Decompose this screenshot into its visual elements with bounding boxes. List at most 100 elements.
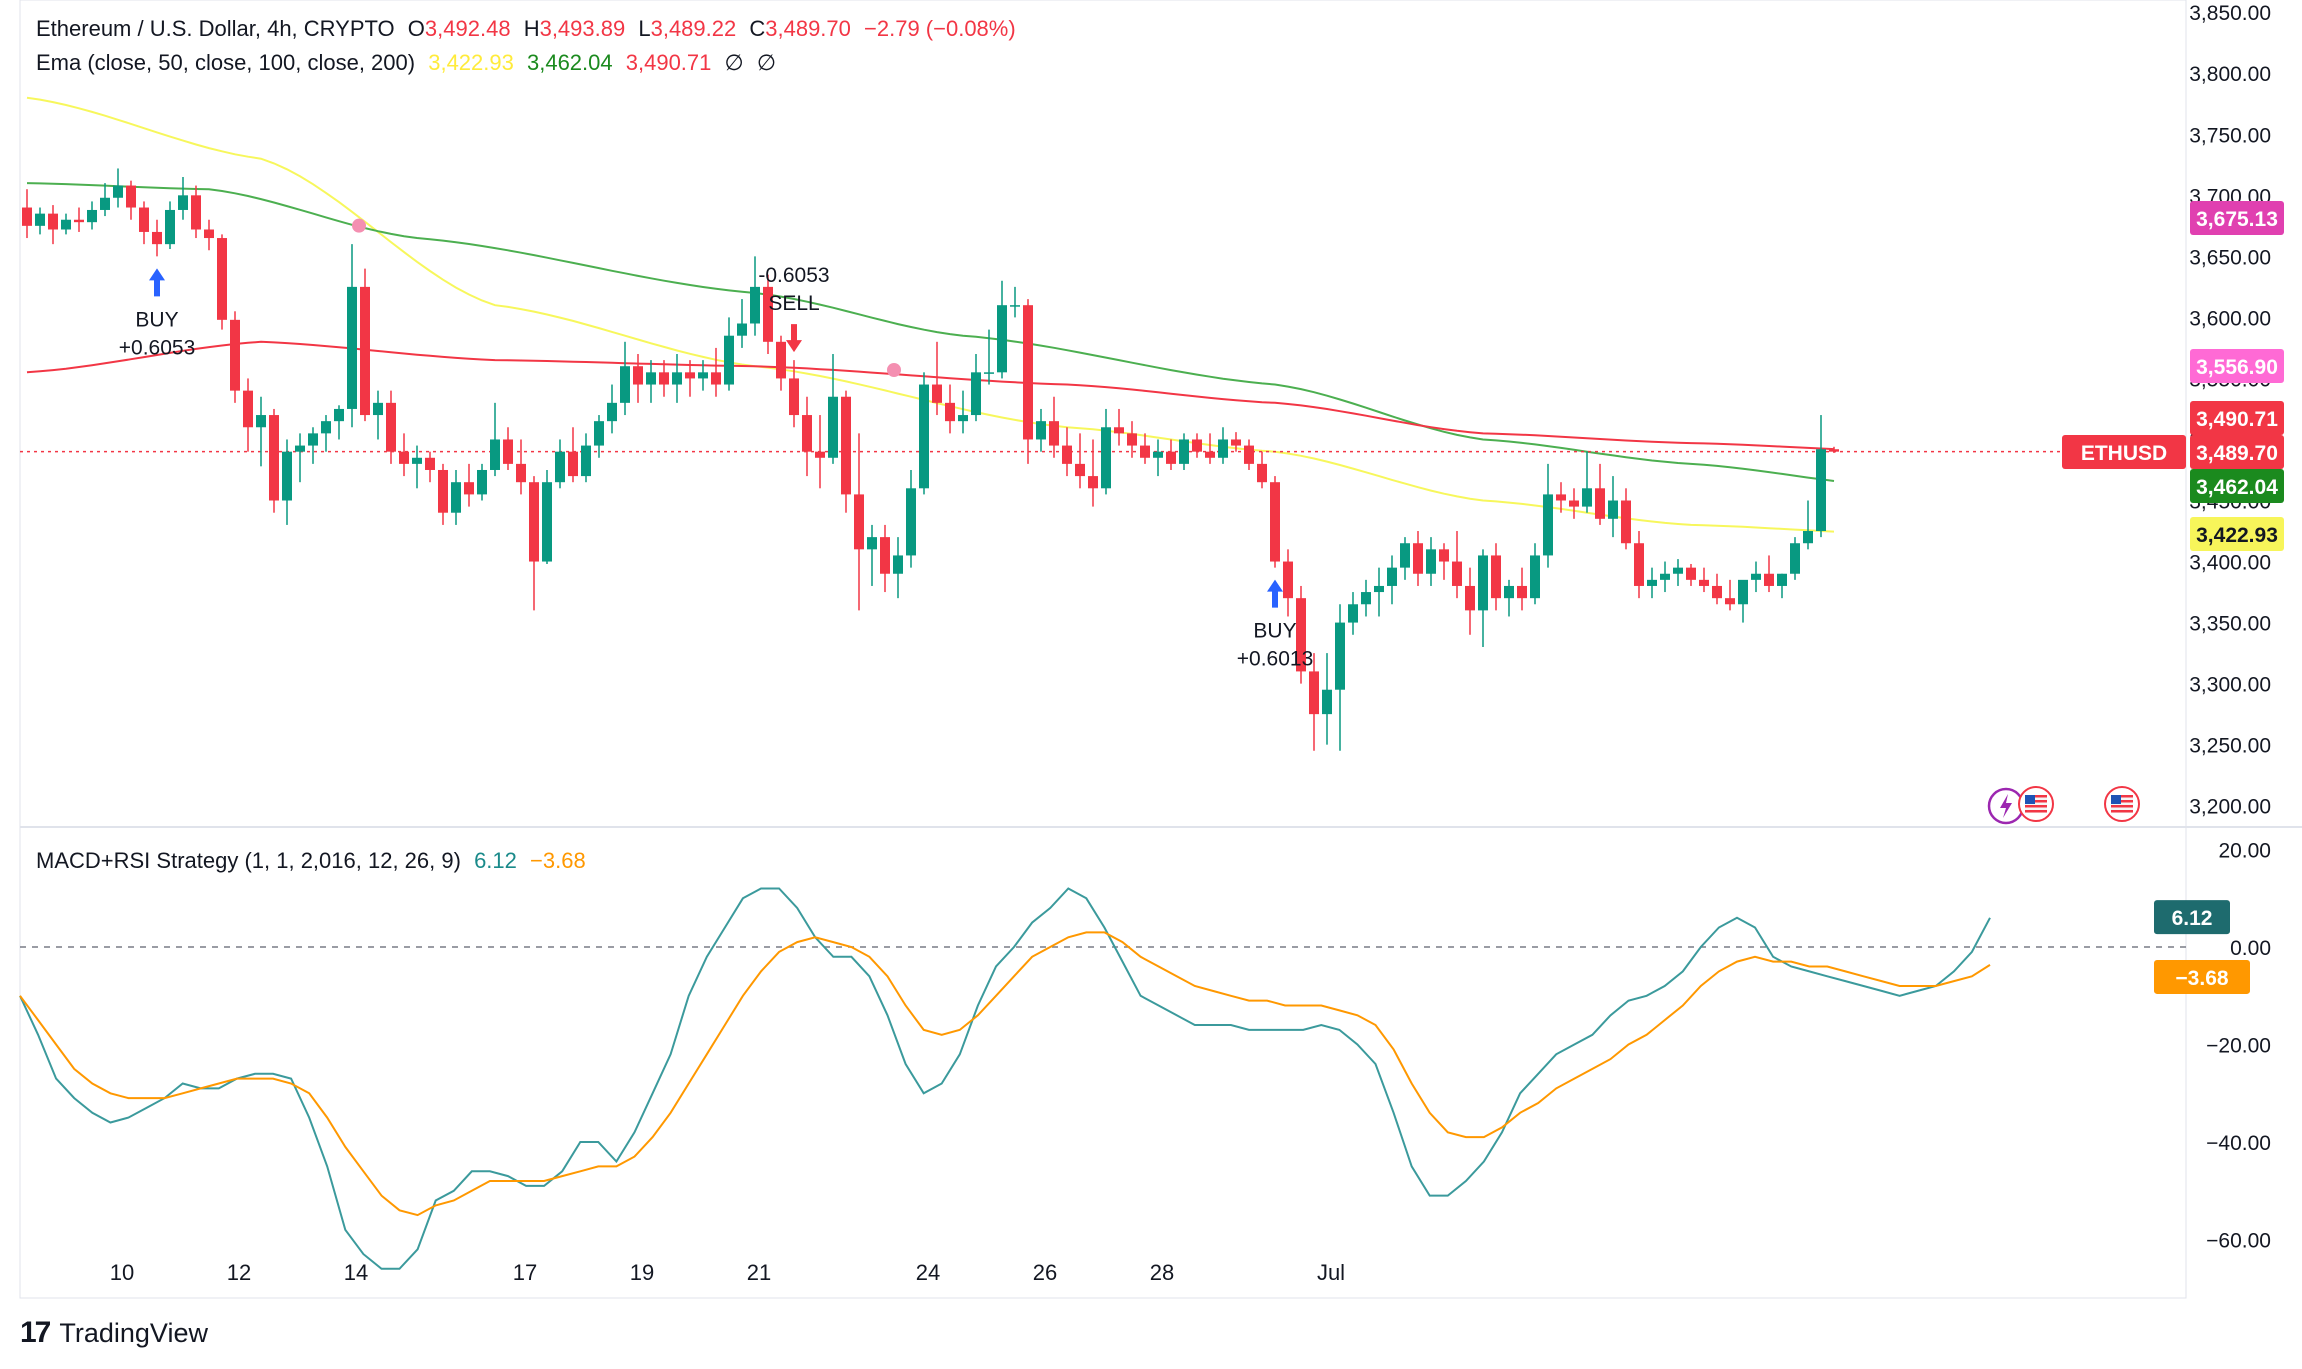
- candle-down: [1062, 445, 1072, 464]
- time-tick-label: 12: [227, 1260, 251, 1285]
- candle-up: [997, 305, 1007, 373]
- candle-down: [386, 402, 396, 452]
- candle-down: [152, 231, 162, 245]
- flag-canton: [2025, 795, 2035, 804]
- candle-up: [1751, 573, 1761, 580]
- candle-down: [1517, 585, 1527, 599]
- candle-down: [1257, 463, 1267, 483]
- candle-down: [438, 469, 448, 513]
- price-tag-label: 3,675.13: [2196, 208, 2278, 231]
- tradingview-name: TradingView: [59, 1317, 208, 1348]
- candle-up: [321, 421, 331, 434]
- candle-up: [490, 439, 500, 470]
- candle-down: [243, 390, 253, 428]
- ema-cross-marker: [352, 218, 366, 233]
- candle-down: [503, 439, 513, 464]
- candle-down: [776, 341, 786, 379]
- candle-down: [1166, 451, 1176, 464]
- price-tick-label: 3,400.00: [2189, 552, 2271, 575]
- flag-stripe: [2025, 795, 2047, 798]
- change-value: −2.79 (−0.08%): [864, 16, 1016, 41]
- buy-signal-label: BUY: [135, 308, 178, 331]
- candle-down: [1686, 567, 1696, 580]
- candle-down: [1569, 500, 1579, 507]
- candle-up: [542, 482, 552, 562]
- candle-up: [1647, 579, 1657, 586]
- flag-stripe: [2111, 795, 2133, 798]
- candle-up: [178, 195, 188, 210]
- time-tick-label: 14: [344, 1260, 368, 1285]
- signal-legend-value: −3.68: [530, 848, 586, 873]
- candle-up: [906, 488, 916, 556]
- candle-down: [48, 213, 58, 230]
- candle-up: [295, 445, 305, 452]
- osc-tick-label: −60.00: [2206, 1230, 2271, 1253]
- candle-up: [1218, 439, 1228, 458]
- candle-down: [204, 229, 214, 239]
- candle-down: [399, 451, 409, 464]
- candle-down: [425, 457, 435, 470]
- candle-down: [191, 195, 201, 230]
- ticker-tag: [2062, 435, 2186, 469]
- ticker-tag-label: ETHUSD: [2081, 442, 2167, 465]
- candle-down: [1140, 445, 1150, 458]
- candle-up: [1387, 567, 1397, 586]
- flag-stripe: [2025, 800, 2047, 803]
- candle-down: [217, 238, 227, 320]
- ema-legend[interactable]: Ema (close, 50, close, 100, close, 200) …: [36, 50, 783, 76]
- candle-down: [230, 319, 240, 391]
- macd-legend-value: 6.12: [474, 848, 517, 873]
- candle-down: [1075, 463, 1085, 477]
- candle-up: [477, 469, 487, 495]
- plot-frame: [19, 0, 2187, 1299]
- candle-up: [308, 433, 318, 446]
- candle-down: [1270, 482, 1280, 562]
- candle-down: [1114, 427, 1124, 434]
- candle-down: [1023, 305, 1033, 440]
- candle-down: [22, 207, 32, 226]
- buy-arrow-icon: [149, 268, 165, 297]
- candle-up: [282, 451, 292, 501]
- candle-down: [1192, 439, 1202, 452]
- buy-signal-qty: +0.6053: [119, 336, 196, 359]
- candle-down: [932, 384, 942, 403]
- candle-up: [1426, 549, 1436, 574]
- candle-up: [347, 286, 357, 409]
- candle-up: [737, 323, 747, 336]
- candle-up: [1322, 689, 1332, 715]
- candle-down: [464, 482, 474, 495]
- candle-up: [1335, 622, 1345, 690]
- candle-down: [1699, 579, 1709, 586]
- price-tick-label: 3,850.00: [2189, 2, 2271, 25]
- sell-signal-qty: -0.6053: [758, 264, 829, 287]
- candle-up: [1608, 500, 1618, 519]
- time-tick-label: 19: [630, 1260, 654, 1285]
- ema-empty-1: ∅: [724, 50, 744, 75]
- flag-stripe: [2111, 800, 2133, 803]
- candle-up: [1543, 494, 1553, 556]
- macd-legend[interactable]: MACD+RSI Strategy (1, 1, 2,016, 12, 26, …: [36, 848, 593, 874]
- candle-up: [113, 185, 123, 198]
- signal-tag-label: −3.68: [2175, 967, 2228, 990]
- time-tick-label: 24: [916, 1260, 940, 1285]
- price-tick-label: 3,350.00: [2189, 613, 2271, 636]
- close-label: C: [749, 16, 766, 41]
- macd-legend-label: MACD+RSI Strategy (1, 1, 2,016, 12, 26, …: [36, 848, 461, 873]
- candle-up: [984, 372, 994, 374]
- candle-up: [1673, 567, 1683, 574]
- candle-down: [1712, 585, 1722, 599]
- tradingview-brand[interactable]: 17 TradingView: [20, 1316, 208, 1350]
- time-tick-label: Jul: [1317, 1260, 1345, 1285]
- candle-up: [61, 219, 71, 230]
- flag-stripe: [2025, 805, 2047, 808]
- candle-up: [1803, 531, 1813, 544]
- candle-up: [919, 384, 929, 489]
- buy-arrow-icon: [1267, 579, 1283, 608]
- candle-up: [1400, 543, 1410, 568]
- candle-up: [1036, 421, 1046, 440]
- candle-up: [607, 402, 617, 422]
- macd-tag-label: 6.12: [2172, 907, 2213, 930]
- candle-down: [763, 286, 773, 342]
- time-tick-label: 26: [1033, 1260, 1057, 1285]
